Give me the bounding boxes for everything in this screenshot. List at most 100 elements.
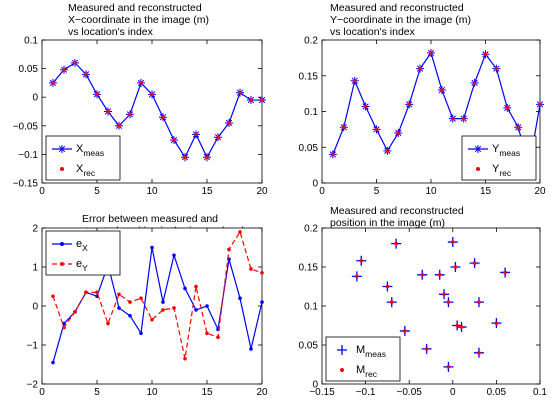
y-tick-label: 0.2 <box>304 36 318 47</box>
chart-title-line: Measured and reconstructed <box>330 2 464 14</box>
x-tick-label: 0 <box>39 186 45 197</box>
legend-label: eY <box>76 258 88 273</box>
data-point <box>424 347 429 351</box>
legend-label-sub: Y <box>82 263 88 273</box>
data-point <box>117 124 121 128</box>
legend-label: Yrec <box>492 163 512 178</box>
data-point <box>128 112 132 117</box>
data-point <box>205 331 209 336</box>
chart-panel-4: Measured and reconstructed position in th… <box>299 205 548 398</box>
legend-label: Ymeas <box>492 143 520 158</box>
y-tick-label: 0.2 <box>304 224 318 235</box>
data-point <box>516 125 520 130</box>
y-tick-label: 0.05 <box>299 341 319 352</box>
legend-marker <box>340 368 344 372</box>
legend-label-sub: meas <box>365 349 386 359</box>
data-point <box>194 132 198 137</box>
legend-marker <box>476 167 480 171</box>
y-tick-label: 0.1 <box>24 36 38 47</box>
legend-marker <box>474 145 482 153</box>
data-point <box>205 304 209 308</box>
data-point <box>342 125 346 130</box>
legend-label-main: M <box>356 344 365 356</box>
chart-title: Measured and reconstructed X−coordinate i… <box>68 2 209 38</box>
data-point <box>62 67 66 72</box>
data-point <box>183 286 187 291</box>
data-point <box>359 258 364 263</box>
data-point <box>128 313 132 318</box>
data-point <box>95 290 99 295</box>
data-point <box>227 121 231 125</box>
data-point <box>459 325 464 329</box>
y-tick-label: 0 <box>312 380 318 391</box>
data-point <box>51 360 55 365</box>
legend-label-sub: X <box>82 243 88 253</box>
data-point <box>453 265 458 269</box>
x-tick-label: 20 <box>256 186 268 197</box>
legend: Ymeas Yrec <box>461 135 537 181</box>
x-tick-label: 0 <box>450 387 456 398</box>
y-tick-label: 0.15 <box>299 71 319 82</box>
data-point <box>446 300 451 304</box>
chart-title-line: Error between measured and <box>82 213 218 225</box>
data-point <box>396 131 401 135</box>
legend-marker <box>60 167 64 171</box>
y-tick-label: −2 <box>27 380 39 391</box>
x-tick-label: 10 <box>425 186 437 197</box>
legend-label-sub: meas <box>83 148 104 158</box>
data-point <box>216 135 220 140</box>
data-point <box>238 230 242 234</box>
data-point <box>461 116 466 121</box>
y-tick-label: 1 <box>32 263 38 274</box>
data-point <box>194 284 198 289</box>
data-point <box>477 351 481 355</box>
data-point <box>205 155 209 160</box>
legend-label-sub: rec <box>83 168 96 178</box>
data-point <box>429 51 433 55</box>
data-point <box>106 321 110 326</box>
data-point <box>472 81 477 85</box>
legend-label: Mrec <box>356 364 378 379</box>
legend-box <box>45 230 121 276</box>
x-tick-label: 0.05 <box>487 387 507 398</box>
data-point <box>51 294 55 299</box>
y-tick-label: −0.05 <box>13 121 39 132</box>
legend-label-sub: meas <box>499 148 520 158</box>
legend-label-sub: rec <box>365 369 378 379</box>
chart-title-line: Measured and reconstructed <box>68 2 202 14</box>
y-tick-label: 0 <box>312 179 318 190</box>
data-point <box>150 92 154 97</box>
legend-label: Xmeas <box>76 143 104 158</box>
y-tick-label: −0.1 <box>18 150 38 161</box>
data-point <box>363 104 368 109</box>
data-point <box>172 306 176 310</box>
data-point <box>117 292 121 297</box>
data-point <box>403 329 407 333</box>
series-line <box>52 247 263 363</box>
data-point <box>183 356 187 361</box>
data-point <box>451 116 455 121</box>
data-point <box>139 81 143 85</box>
data-point <box>161 308 165 312</box>
x-tick-label: 5 <box>374 186 380 197</box>
chart-title: Measured and reconstructed Y−coordinate i… <box>330 2 471 38</box>
data-point <box>446 365 451 369</box>
data-point <box>150 317 154 322</box>
chart-panel-2: Measured and reconstructed Y−coordinate i… <box>299 2 546 197</box>
data-point <box>150 245 154 250</box>
legend-label-main: e <box>76 258 82 270</box>
data-point <box>437 273 442 277</box>
data-point <box>172 138 176 142</box>
chart-panel-1: Measured and reconstructed X−coordinate i… <box>13 2 268 197</box>
series-e-Y <box>51 230 264 361</box>
data-point <box>538 102 542 107</box>
data-point <box>238 296 242 301</box>
data-point <box>477 300 481 304</box>
x-tick-label: 0 <box>319 186 325 197</box>
data-point <box>106 109 110 114</box>
x-tick-label: 5 <box>94 387 100 398</box>
data-point <box>183 155 187 160</box>
